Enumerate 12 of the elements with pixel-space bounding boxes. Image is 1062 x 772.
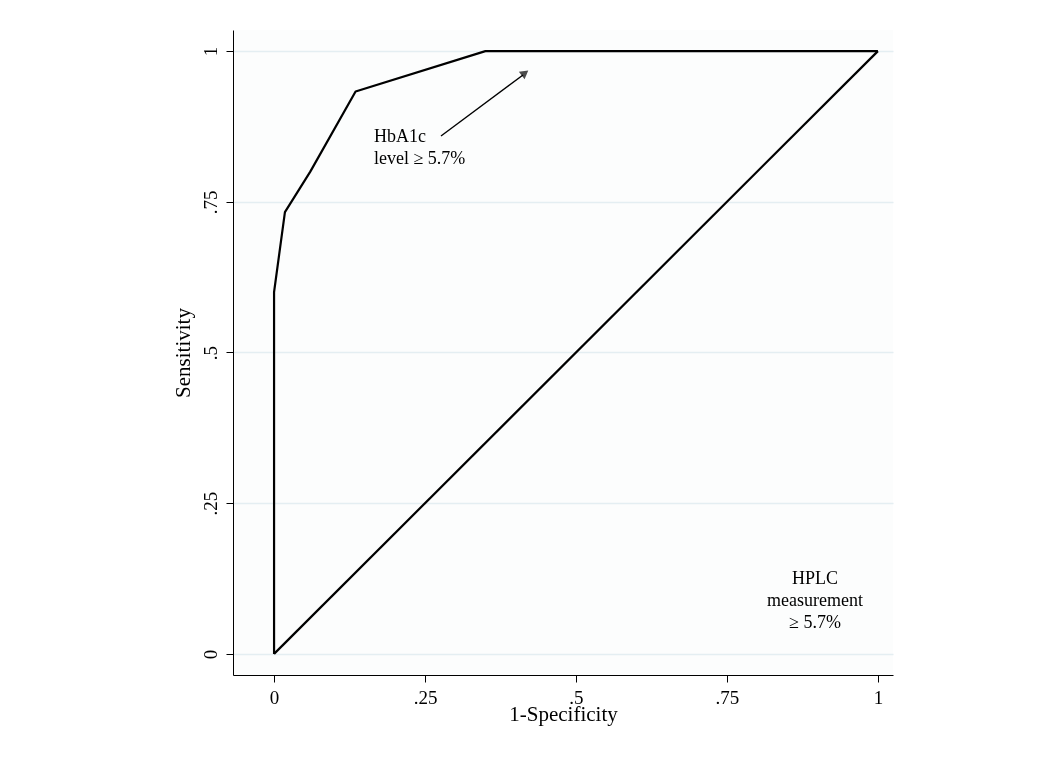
y-tick-label: .25 — [199, 491, 221, 516]
y-axis-title: Sensitivity — [170, 307, 195, 398]
y-tick-label: .5 — [199, 345, 221, 361]
x-tick-label: .75 — [715, 686, 740, 708]
y-tick-label: .75 — [199, 190, 221, 215]
annotation: HPLC measurement ≥ 5.7% — [767, 568, 863, 632]
x-tick-label: 0 — [269, 686, 280, 708]
y-tick-label: 1 — [199, 46, 221, 57]
x-tick-label: .25 — [413, 686, 438, 708]
x-tick-label: 1 — [873, 686, 884, 708]
annotation: HbA1c level ≥ 5.7% — [374, 126, 466, 168]
y-tick-label: 0 — [199, 649, 221, 660]
